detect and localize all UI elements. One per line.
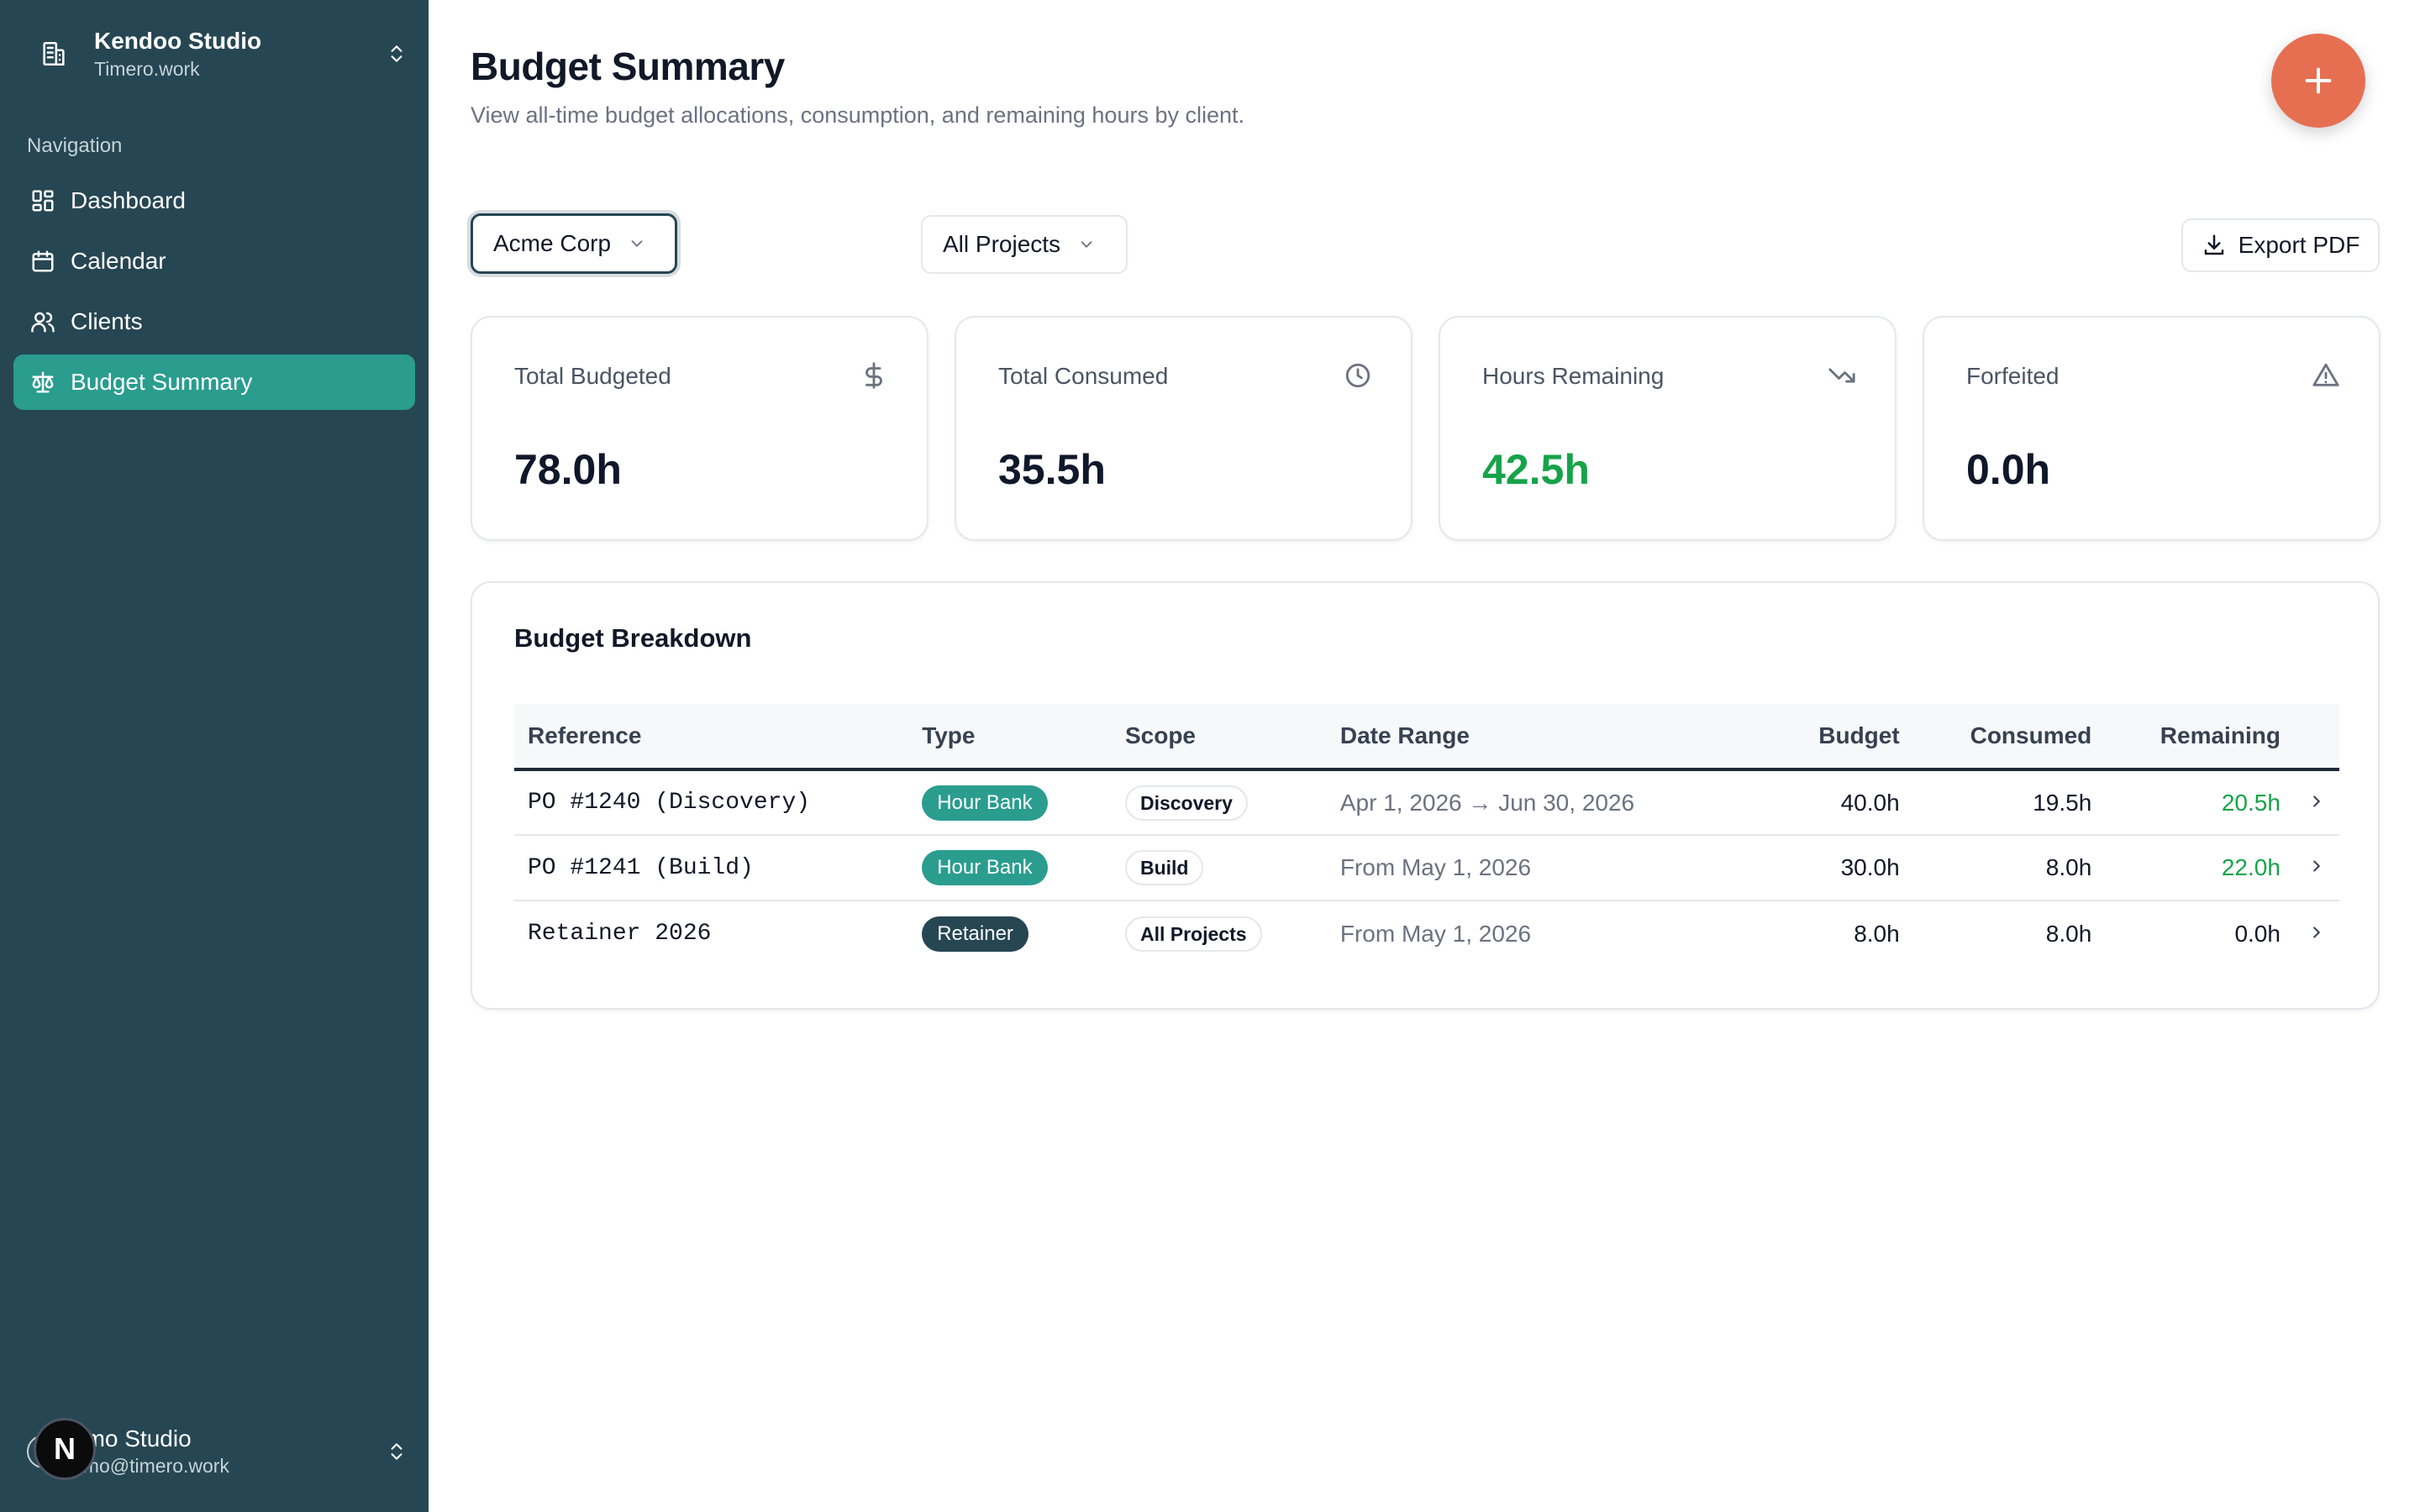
workspace-name: Kendoo Studio [94, 28, 262, 54]
cell-type: Retainer [908, 900, 1112, 966]
cell-scope: All Projects [1112, 900, 1327, 966]
download-icon [2202, 233, 2227, 258]
workspace-switcher[interactable]: Kendoo Studio Timero.work [27, 22, 413, 86]
column-header-action [2293, 704, 2339, 771]
cell-date-range: From May 1, 2026 [1339, 920, 1532, 947]
column-header-budget[interactable]: Budget [1754, 704, 1913, 771]
cell-budget: 8.0h [1854, 920, 1900, 947]
table-row[interactable]: PO #1241 (Build) Hour Bank Build From Ma… [514, 835, 2339, 901]
column-header-type[interactable]: Type [908, 704, 1112, 771]
sidebar: Kendoo Studio Timero.work Navigation Das… [0, 0, 429, 1512]
chevron-right-icon[interactable] [2293, 769, 2339, 836]
main-content: Budget Summary View all-time budget allo… [429, 0, 2420, 1512]
budget-breakdown-card: Budget Breakdown Reference Type Scope Da… [471, 581, 2380, 1010]
stat-label: Total Budgeted [514, 363, 671, 389]
project-select[interactable]: All Projects [921, 215, 1128, 274]
table-row[interactable]: PO #1240 (Discovery) Hour Bank Discovery… [514, 769, 2339, 836]
type-badge: Retainer [922, 916, 1028, 952]
table-row[interactable]: Retainer 2026 Retainer All Projects From… [514, 900, 2339, 966]
plus-icon [2305, 67, 2332, 94]
devtools-badge[interactable]: N [34, 1418, 96, 1480]
cell-budget: 40.0h [1754, 769, 1913, 836]
chevron-down-icon [1077, 235, 1096, 254]
export-pdf-label: Export PDF [2238, 232, 2360, 258]
sidebar-item-label: Clients [71, 308, 143, 334]
section-title: Budget Breakdown [514, 623, 752, 653]
cell-remaining: 0.0h [2234, 920, 2281, 947]
stat-value: 78.0h [514, 446, 622, 493]
sidebar-item-label: Dashboard [71, 187, 186, 213]
calendar-icon [29, 247, 57, 276]
stat-value: 0.0h [1966, 446, 2051, 493]
client-select[interactable]: Acme Corp [471, 213, 677, 274]
column-header-date-range[interactable]: Date Range [1326, 704, 1755, 771]
page-subtitle: View all-time budget allocations, consum… [471, 102, 1245, 128]
cell-reference: PO #1240 (Discovery) [514, 769, 909, 836]
clock-icon [1344, 361, 1372, 390]
users-icon [29, 307, 57, 336]
stat-label: Total Consumed [998, 363, 1169, 389]
add-button[interactable] [2271, 34, 2365, 128]
column-header-scope[interactable]: Scope [1111, 704, 1327, 771]
dollar-icon [860, 361, 888, 390]
cell-consumed: 19.5h [1912, 769, 2106, 836]
sidebar-item-clients[interactable]: Clients [13, 294, 415, 349]
sidebar-item-label: Calendar [71, 248, 166, 274]
chevrons-up-down-icon[interactable] [380, 1435, 413, 1468]
stat-value: 42.5h [1482, 446, 1590, 493]
project-select-value: All Projects [943, 231, 1061, 257]
column-header-remaining[interactable]: Remaining [2105, 704, 2294, 771]
cell-budget: 30.0h [1754, 835, 1913, 901]
stat-label: Forfeited [1966, 363, 2060, 389]
cell-scope: Build [1111, 835, 1327, 901]
nav-heading: Navigation [27, 134, 123, 157]
stat-value: 35.5h [998, 446, 1106, 493]
stat-card-forfeited: Forfeited 0.0h [1923, 316, 2381, 541]
cell-scope: Discovery [1111, 769, 1327, 836]
cell-consumed: 8.0h [2045, 920, 2092, 947]
trending-down-icon [1828, 361, 1856, 390]
nav-list: Dashboard Calendar Clients Budget Summar… [13, 173, 415, 415]
stat-card-hours-remaining: Hours Remaining 42.5h [1439, 316, 1897, 541]
chevron-right-icon[interactable] [2294, 900, 2339, 966]
column-header-consumed[interactable]: Consumed [1912, 704, 2106, 771]
chevron-down-icon [628, 234, 646, 253]
type-badge: Hour Bank [922, 785, 1048, 821]
user-name: emo Studio [72, 1425, 192, 1452]
client-select-value: Acme Corp [493, 230, 612, 256]
chevrons-up-down-icon[interactable] [380, 37, 413, 71]
cell-remaining: 20.5h [2105, 769, 2294, 836]
export-pdf-button[interactable]: Export PDF [2181, 218, 2380, 272]
cell-type: Hour Bank [908, 835, 1112, 901]
cell-reference: PO #1241 (Build) [514, 835, 909, 901]
cell-remaining: 22.0h [2105, 835, 2294, 901]
cell-consumed: 8.0h [1912, 835, 2106, 901]
building-icon [27, 27, 81, 81]
cell-reference: Retainer 2026 [528, 921, 712, 947]
scope-tag: Discovery [1124, 785, 1248, 821]
scope-tag: Build [1124, 850, 1204, 885]
budget-breakdown-table: Reference Type Scope Date Range Budget C… [514, 704, 2339, 966]
cell-type: Hour Bank [908, 769, 1112, 836]
stat-label: Hours Remaining [1482, 363, 1665, 389]
scale-icon [29, 368, 57, 396]
type-badge: Hour Bank [922, 850, 1048, 885]
column-header-reference[interactable]: Reference [514, 704, 909, 771]
stat-card-total-consumed: Total Consumed 35.5h [955, 316, 1413, 541]
cell-date-range: From May 1, 2026 [1326, 835, 1755, 901]
dashboard-icon [29, 186, 57, 215]
table-header-row: Reference Type Scope Date Range Budget C… [514, 704, 2339, 771]
sidebar-item-dashboard[interactable]: Dashboard [13, 173, 415, 228]
sidebar-item-label: Budget Summary [71, 369, 253, 395]
workspace-domain: Timero.work [94, 58, 200, 80]
chevron-right-icon[interactable] [2293, 835, 2339, 901]
warning-icon [2312, 361, 2340, 390]
scope-tag: All Projects [1124, 916, 1262, 952]
stat-card-total-budgeted: Total Budgeted 78.0h [471, 316, 929, 541]
user-email: emo@timero.work [72, 1455, 229, 1477]
sidebar-item-calendar[interactable]: Calendar [13, 234, 415, 289]
page-title: Budget Summary [471, 45, 785, 88]
sidebar-item-budget-summary[interactable]: Budget Summary [13, 354, 415, 410]
cell-date-range: Apr 1, 2026 → Jun 30, 2026 [1326, 769, 1755, 836]
